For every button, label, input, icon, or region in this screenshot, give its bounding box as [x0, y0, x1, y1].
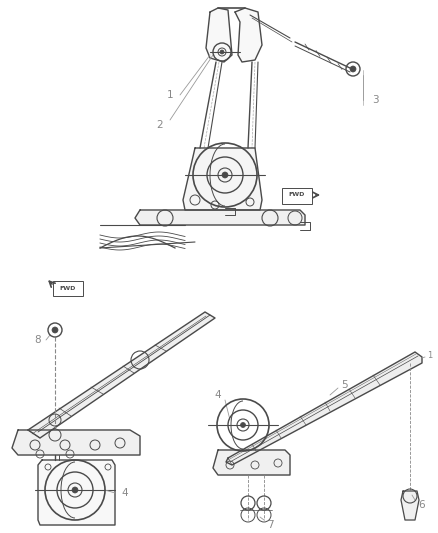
Polygon shape: [206, 8, 232, 62]
Text: 4: 4: [215, 390, 221, 400]
Text: 5: 5: [342, 380, 348, 390]
Text: 4: 4: [122, 488, 128, 498]
Polygon shape: [226, 352, 422, 465]
Text: 1: 1: [427, 351, 433, 359]
Polygon shape: [28, 312, 215, 438]
Polygon shape: [38, 460, 115, 525]
Text: 6: 6: [419, 500, 425, 510]
FancyBboxPatch shape: [282, 188, 312, 204]
Text: 7: 7: [267, 520, 273, 530]
Circle shape: [240, 423, 246, 427]
FancyBboxPatch shape: [53, 281, 83, 296]
Text: FWD: FWD: [289, 192, 305, 198]
Polygon shape: [135, 210, 305, 225]
Circle shape: [52, 327, 58, 333]
Polygon shape: [235, 8, 262, 62]
Polygon shape: [183, 148, 262, 210]
Circle shape: [350, 66, 356, 72]
Polygon shape: [12, 430, 140, 455]
Circle shape: [222, 172, 228, 178]
Text: 3: 3: [372, 95, 378, 105]
Polygon shape: [213, 450, 290, 475]
Text: 1: 1: [167, 90, 173, 100]
Text: FWD: FWD: [60, 286, 76, 290]
Circle shape: [220, 50, 224, 54]
Polygon shape: [401, 491, 419, 520]
Text: 2: 2: [157, 120, 163, 130]
Circle shape: [72, 487, 78, 493]
Text: 8: 8: [35, 335, 41, 345]
